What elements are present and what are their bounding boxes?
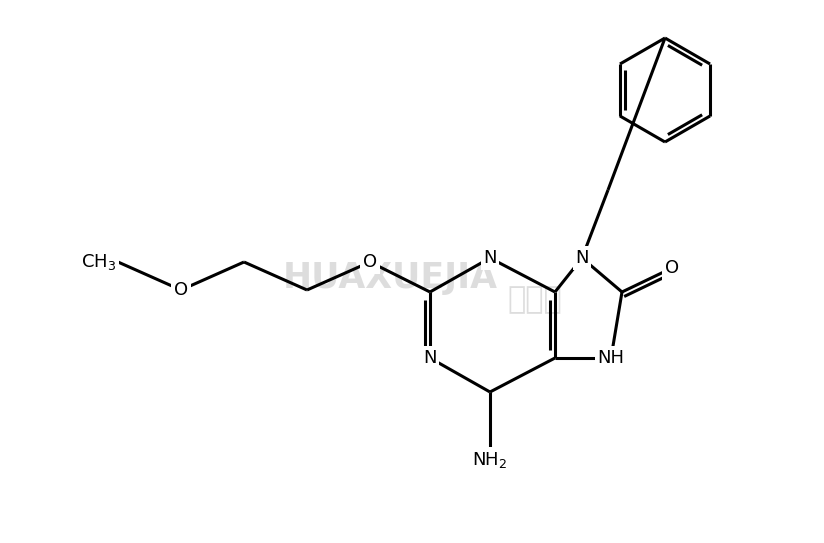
Text: 化学加: 化学加 xyxy=(508,286,562,314)
Text: HUAXUEJIA: HUAXUEJIA xyxy=(283,261,498,295)
Text: N: N xyxy=(483,249,497,267)
Text: N: N xyxy=(424,349,437,367)
Text: O: O xyxy=(665,259,679,277)
Text: N: N xyxy=(575,249,589,267)
Text: NH$_2$: NH$_2$ xyxy=(472,450,508,470)
Text: CH$_3$: CH$_3$ xyxy=(81,252,116,272)
Text: O: O xyxy=(363,253,377,271)
Text: NH: NH xyxy=(597,349,625,367)
Text: O: O xyxy=(174,281,188,299)
